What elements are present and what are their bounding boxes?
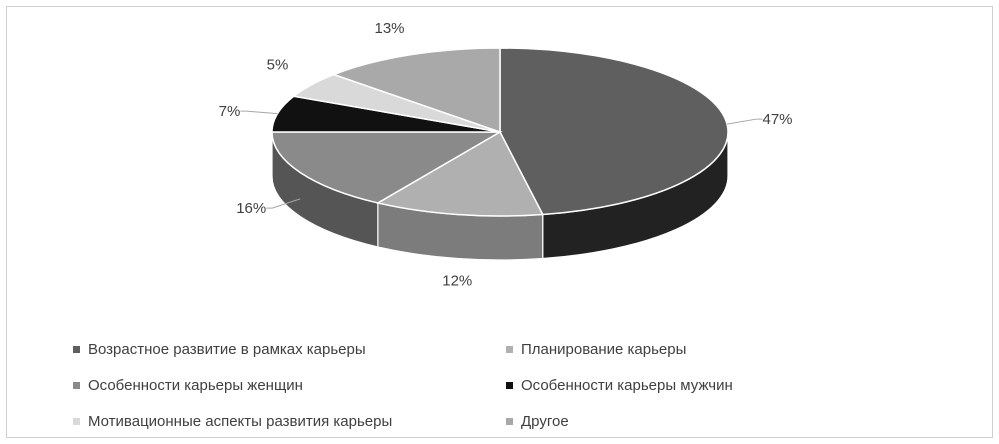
legend-item: Мотивационные аспекты развития карьеры — [73, 413, 506, 430]
leader-line — [266, 198, 301, 209]
legend-label: Особенности карьеры мужчин — [521, 376, 733, 394]
legend-item: Другое — [506, 413, 569, 430]
legend-item: Особенности карьеры мужчин — [506, 377, 733, 394]
pie-slice — [271, 131, 503, 204]
pie-slice — [375, 130, 544, 217]
legend: Возрастное развитие в рамках карьеры Пла… — [73, 331, 973, 439]
legend-row: Возрастное развитие в рамках карьеры Пла… — [73, 331, 973, 367]
legend-label: Другое — [521, 412, 569, 430]
data-label: 47% — [762, 111, 792, 128]
legend-item: Возрастное развитие в рамках карьеры — [73, 341, 506, 358]
legend-item: Особенности карьеры женщин — [73, 377, 506, 394]
legend-swatch — [73, 417, 80, 425]
leader-line — [726, 118, 763, 125]
legend-label: Особенности карьеры женщин — [88, 376, 303, 394]
legend-label: Возрастное развитие в рамках карьеры — [88, 340, 366, 358]
pie-slice — [499, 47, 729, 216]
legend-swatch — [73, 381, 80, 389]
pie-slice — [331, 47, 501, 134]
legend-row: Особенности карьеры женщин Особенности к… — [73, 367, 973, 403]
legend-label: Планирование карьеры — [521, 340, 687, 358]
legend-item: Планирование карьеры — [506, 341, 686, 358]
leader-line — [240, 110, 278, 115]
data-label: 7% — [219, 103, 241, 120]
legend-label: Мотивационные аспекты развития карьеры — [88, 412, 393, 430]
legend-row: Мотивационные аспекты развития карьеры Д… — [73, 403, 973, 439]
chart-frame: 47% 12% 16% 7% 5% 13% Возрастное развитие в р… — [6, 6, 993, 438]
legend-swatch — [506, 381, 513, 389]
legend-swatch — [506, 417, 513, 425]
data-label: 13% — [375, 20, 405, 37]
data-label: 5% — [267, 56, 289, 73]
data-label: 12% — [442, 273, 472, 290]
pie-chart: 47% 12% 16% 7% 5% 13% — [219, 20, 793, 290]
legend-swatch — [506, 345, 513, 353]
data-label: 16% — [236, 200, 266, 217]
legend-swatch — [73, 345, 80, 353]
